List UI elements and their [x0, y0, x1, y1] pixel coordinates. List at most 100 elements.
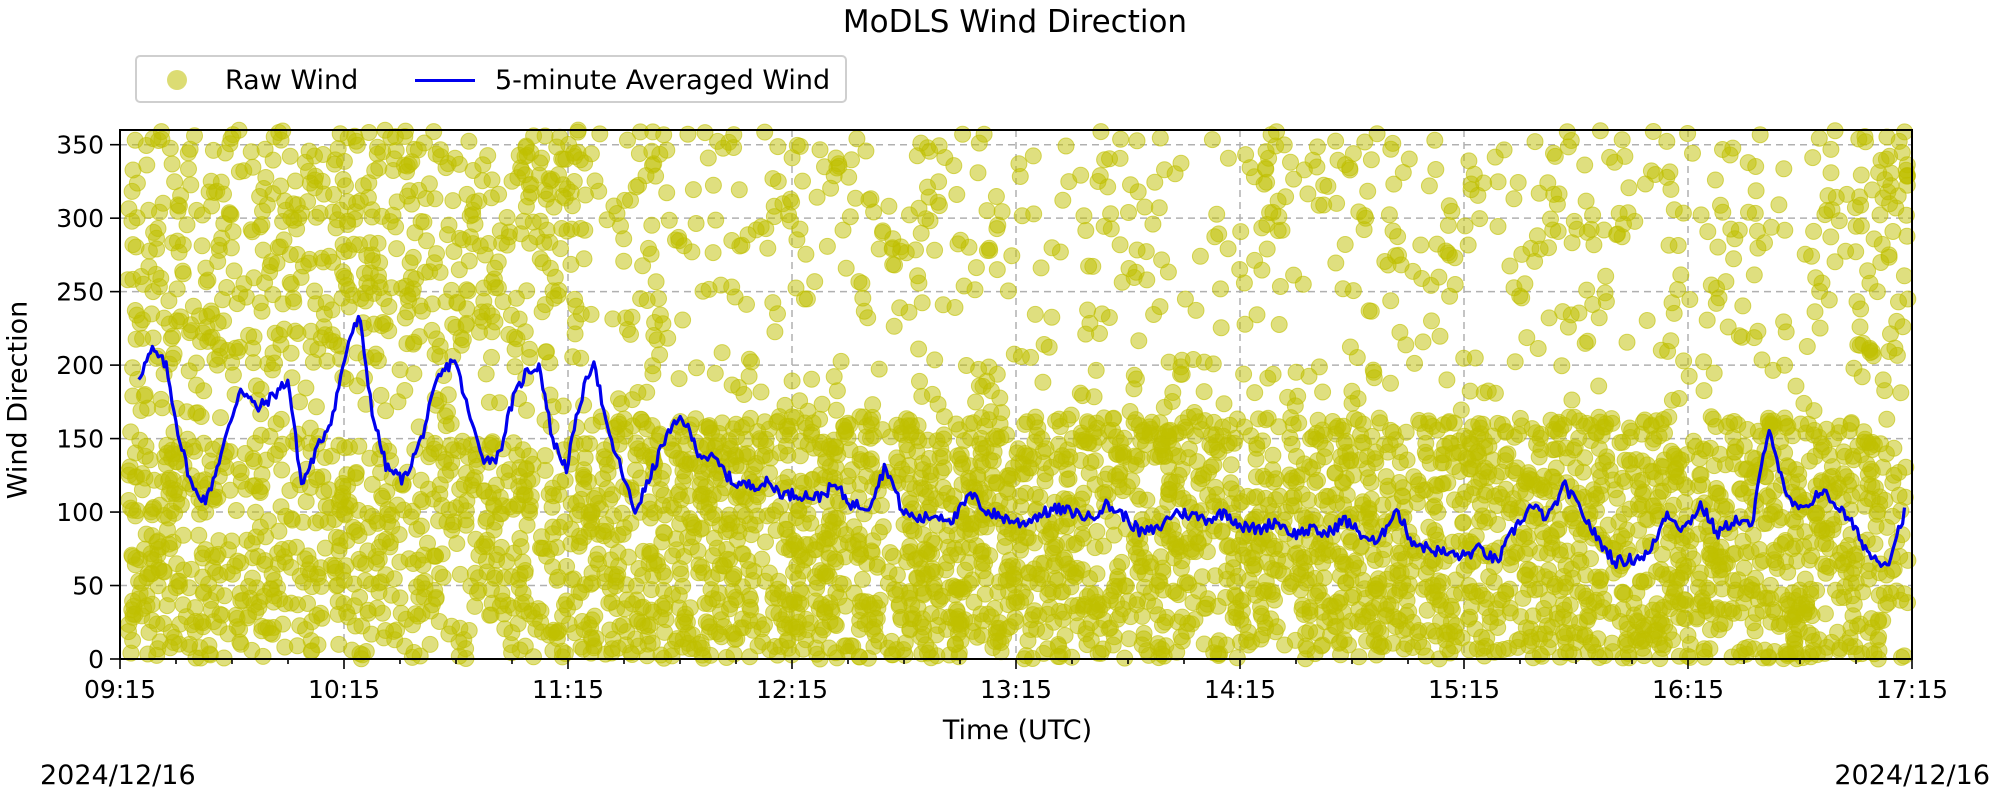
raw-wind-point — [1035, 454, 1053, 472]
raw-wind-point — [1051, 243, 1069, 261]
raw-wind-point — [981, 547, 999, 564]
raw-wind-point — [1342, 533, 1360, 551]
raw-wind-point — [458, 281, 476, 299]
raw-wind-point — [1336, 236, 1354, 253]
raw-wind-point — [1684, 144, 1701, 162]
raw-wind-point — [1112, 130, 1130, 148]
raw-wind-point — [1426, 131, 1444, 149]
raw-wind-point — [1633, 604, 1651, 622]
raw-wind-point — [608, 205, 626, 222]
raw-wind-point — [700, 280, 718, 298]
raw-wind-point — [634, 257, 652, 275]
raw-wind-point — [356, 369, 373, 387]
raw-wind-point — [1199, 595, 1216, 613]
raw-wind-point — [336, 506, 354, 524]
raw-wind-point — [225, 262, 243, 280]
raw-wind-point — [969, 164, 987, 182]
raw-wind-point — [703, 509, 721, 527]
raw-wind-point — [967, 259, 985, 277]
raw-wind-point — [1885, 439, 1903, 457]
raw-wind-point — [813, 395, 831, 413]
raw-wind-point — [1613, 469, 1631, 487]
raw-wind-point — [1535, 530, 1553, 548]
raw-wind-point — [406, 605, 424, 623]
raw-wind-point — [1382, 374, 1399, 392]
raw-wind-point — [1270, 316, 1288, 333]
raw-wind-point — [132, 402, 150, 419]
raw-wind-point — [1620, 649, 1638, 667]
raw-wind-point — [583, 416, 601, 434]
raw-wind-point — [602, 531, 620, 549]
raw-wind-point — [891, 299, 909, 317]
raw-wind-point — [1831, 544, 1849, 562]
raw-wind-point — [684, 181, 702, 199]
raw-wind-point — [1268, 618, 1286, 636]
raw-wind-point — [1514, 589, 1532, 607]
raw-wind-point — [1395, 640, 1413, 658]
raw-wind-point — [1306, 473, 1324, 491]
raw-wind-point — [1017, 484, 1035, 502]
raw-wind-point — [1565, 646, 1583, 664]
raw-wind-point — [1286, 397, 1304, 415]
raw-wind-point — [212, 409, 229, 427]
raw-wind-point — [351, 588, 369, 606]
raw-wind-point — [494, 293, 512, 311]
raw-wind-point — [526, 609, 543, 627]
raw-wind-point — [1485, 573, 1503, 591]
raw-wind-point — [1040, 338, 1058, 356]
raw-wind-point — [1078, 620, 1096, 638]
raw-wind-point — [281, 482, 299, 499]
raw-wind-point — [161, 585, 179, 603]
raw-wind-point — [165, 345, 183, 363]
raw-wind-point — [254, 241, 272, 259]
raw-wind-point — [199, 332, 217, 350]
raw-wind-point — [1271, 278, 1289, 295]
raw-wind-point — [1509, 174, 1527, 191]
raw-wind-point — [1282, 153, 1299, 171]
raw-wind-point — [1248, 468, 1265, 486]
raw-wind-point — [1816, 605, 1834, 623]
raw-wind-point — [398, 163, 415, 181]
raw-wind-point — [150, 132, 168, 149]
raw-wind-point — [1826, 253, 1844, 271]
raw-wind-point — [1704, 410, 1722, 428]
raw-wind-point — [1096, 151, 1114, 169]
raw-wind-point — [1379, 481, 1397, 499]
raw-wind-point — [297, 379, 315, 397]
raw-wind-point — [1548, 195, 1566, 213]
raw-wind-point — [1852, 166, 1870, 184]
raw-wind-point — [1128, 241, 1146, 259]
raw-wind-point — [1675, 352, 1693, 370]
raw-wind-point — [531, 212, 549, 230]
raw-wind-point — [343, 641, 361, 659]
raw-wind-point — [1408, 494, 1426, 512]
raw-wind-point — [210, 241, 228, 259]
raw-wind-point — [1520, 637, 1538, 655]
raw-wind-point — [1852, 217, 1870, 235]
raw-wind-point — [1246, 384, 1264, 402]
raw-wind-point — [1208, 486, 1226, 504]
raw-wind-point — [834, 575, 852, 593]
raw-wind-point — [1795, 394, 1813, 412]
raw-wind-point — [327, 563, 344, 581]
raw-wind-point — [1716, 456, 1734, 474]
raw-wind-point — [319, 513, 337, 531]
raw-wind-point — [224, 366, 242, 384]
raw-wind-point — [598, 456, 616, 474]
raw-wind-point — [630, 560, 648, 577]
raw-wind-point — [1867, 517, 1885, 535]
raw-wind-point — [1136, 198, 1154, 216]
raw-wind-point — [854, 289, 872, 307]
raw-wind-point — [739, 226, 757, 244]
raw-wind-point — [1613, 583, 1631, 601]
raw-wind-point — [1099, 178, 1117, 196]
raw-wind-point — [976, 585, 994, 603]
raw-wind-point — [1176, 290, 1194, 308]
raw-wind-point — [670, 370, 688, 388]
raw-wind-point — [714, 139, 732, 157]
raw-wind-point — [1775, 160, 1793, 178]
raw-wind-point — [1486, 148, 1504, 166]
raw-wind-point — [674, 577, 692, 595]
raw-wind-point — [797, 245, 815, 263]
